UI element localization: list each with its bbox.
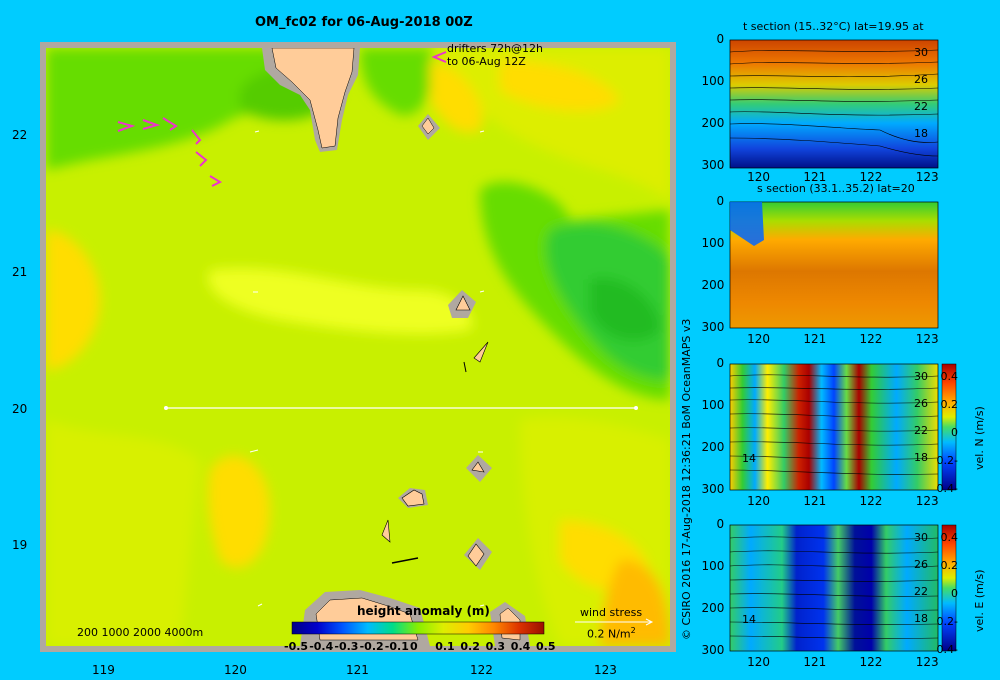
colorbar-tick: -0.3 [334, 640, 359, 653]
vel-e-label: vel. E (m/s) [973, 569, 986, 632]
panel-x-tick: 123 [915, 655, 939, 669]
t-section-panel [729, 39, 939, 169]
contour-label: 30 [914, 531, 928, 544]
svg-text:121: 121 [346, 663, 369, 677]
colorbar-tick: 0.4 [510, 640, 531, 653]
colorbar-tick: 0.5 [536, 640, 556, 653]
vel-e-colorbar [941, 524, 957, 652]
drifter-note-1: drifters 72h@12h [447, 42, 544, 55]
panel-y-tick: 100 [701, 236, 725, 250]
vel-n-label: vel. N (m/s) [973, 406, 986, 470]
wind-stress-scale: 0.2 N/m2 [587, 626, 636, 641]
panel-x-tick: 120 [747, 655, 770, 669]
svg-text:123: 123 [594, 663, 617, 677]
panel-y-tick: 0 [716, 194, 725, 208]
panel-y-tick: 200 [701, 440, 725, 454]
panel-y-tick: 100 [701, 559, 725, 573]
map-y-ticks: 22 21 20 19 [12, 128, 27, 552]
panel-y-tick: 100 [701, 398, 725, 412]
panel-2-title: s section (33.1..35.2) lat=20 [757, 182, 915, 195]
panel-y-tick: 300 [701, 643, 725, 657]
colorbar-tick: 0.3 [485, 640, 506, 653]
contour-label: 26 [914, 558, 928, 571]
colorbar-ticks: -0.5 -0.4 -0.3 -0.2 -0.1 0 0.1 0.2 0.3 0.4 0.5 [282, 640, 556, 654]
colorbar-tick: -0.1 [384, 640, 409, 653]
panel-y-tick: 200 [701, 278, 725, 292]
contour-label: 22 [914, 100, 928, 113]
panel-y-tick: 0 [716, 356, 725, 370]
contour-label: 22 [914, 585, 928, 598]
colorbar-tick: -0.5 [284, 640, 309, 653]
colorbar-tick: 0.2 [460, 640, 480, 653]
panel-x-tick: 120 [747, 170, 770, 184]
panel-x-tick: 122 [859, 494, 883, 508]
panel-1-title: t section (15..32°C) lat=19.95 at [743, 20, 924, 33]
panel-x-tick: 121 [803, 494, 827, 508]
svg-text:21: 21 [12, 265, 27, 279]
panel-y-tick: 200 [701, 601, 725, 615]
panel-x-tick: 123 [915, 170, 939, 184]
contour-label: 14 [742, 452, 756, 465]
wind-stress-label: wind stress [580, 606, 643, 619]
contour-label: 26 [914, 397, 928, 410]
drifter-note-2: to 06-Aug 12Z [447, 55, 526, 68]
contour-label: 14 [742, 613, 756, 626]
contour-label: 18 [914, 612, 928, 625]
svg-text:122: 122 [470, 663, 493, 677]
contour-label: 26 [914, 73, 928, 86]
s-section-panel [729, 201, 939, 329]
panel-y-tick: 300 [701, 320, 725, 334]
panel-x-tick: 121 [803, 332, 827, 346]
panel-x-tick: 122 [859, 655, 883, 669]
map-x-ticks: 119 120 121 122 123 [92, 663, 617, 677]
svg-text:20: 20 [12, 402, 27, 416]
colorbar-title: height anomaly (m) [357, 604, 490, 618]
height-anomaly-map: 22 21 20 19 119 120 121 122 123 [12, 42, 676, 677]
panel-x-tick: 123 [915, 494, 939, 508]
panel-y-tick: 100 [701, 74, 725, 88]
panel-x-tick: 120 [747, 494, 770, 508]
contour-label: 30 [914, 46, 928, 59]
panel-x-tick: 122 [859, 332, 883, 346]
colorbar-tick: 0.1 [435, 640, 455, 653]
panel-x-tick: 121 [803, 170, 827, 184]
drifter-tracks [117, 51, 447, 187]
panel-x-tick: 122 [859, 170, 883, 184]
svg-text:22: 22 [12, 128, 27, 142]
panel-y-tick: 300 [701, 158, 725, 172]
map-title: OM_fc02 for 06-Aug-2018 00Z [255, 15, 473, 30]
panel-y-tick: 300 [701, 482, 725, 496]
contour-label: 18 [914, 451, 928, 464]
contour-label: 18 [914, 127, 928, 140]
contour-label: 22 [914, 424, 928, 437]
panel-y-tick: 0 [716, 32, 725, 46]
colorbar-tick: 0 [410, 640, 418, 653]
colorbar-tick: -0.2 [359, 640, 384, 653]
height-anomaly-colorbar [291, 621, 545, 635]
panel-y-tick: 200 [701, 116, 725, 130]
depth-legend: 200 1000 2000 4000m [77, 626, 204, 639]
vel-e-panel [729, 524, 939, 652]
svg-text:120: 120 [224, 663, 247, 677]
landmass [271, 48, 355, 149]
vel-n-colorbar [941, 363, 957, 491]
panel-x-tick: 121 [803, 655, 827, 669]
panel-x-tick: 120 [747, 332, 770, 346]
vel-n-panel [729, 363, 939, 491]
panel-x-tick: 123 [915, 332, 939, 346]
svg-text:119: 119 [92, 663, 115, 677]
panel-y-tick: 0 [716, 517, 725, 531]
colorbar-tick: -0.4 [309, 640, 334, 653]
section-panels [729, 39, 957, 652]
contour-label: 30 [914, 370, 928, 383]
svg-text:19: 19 [12, 538, 27, 552]
